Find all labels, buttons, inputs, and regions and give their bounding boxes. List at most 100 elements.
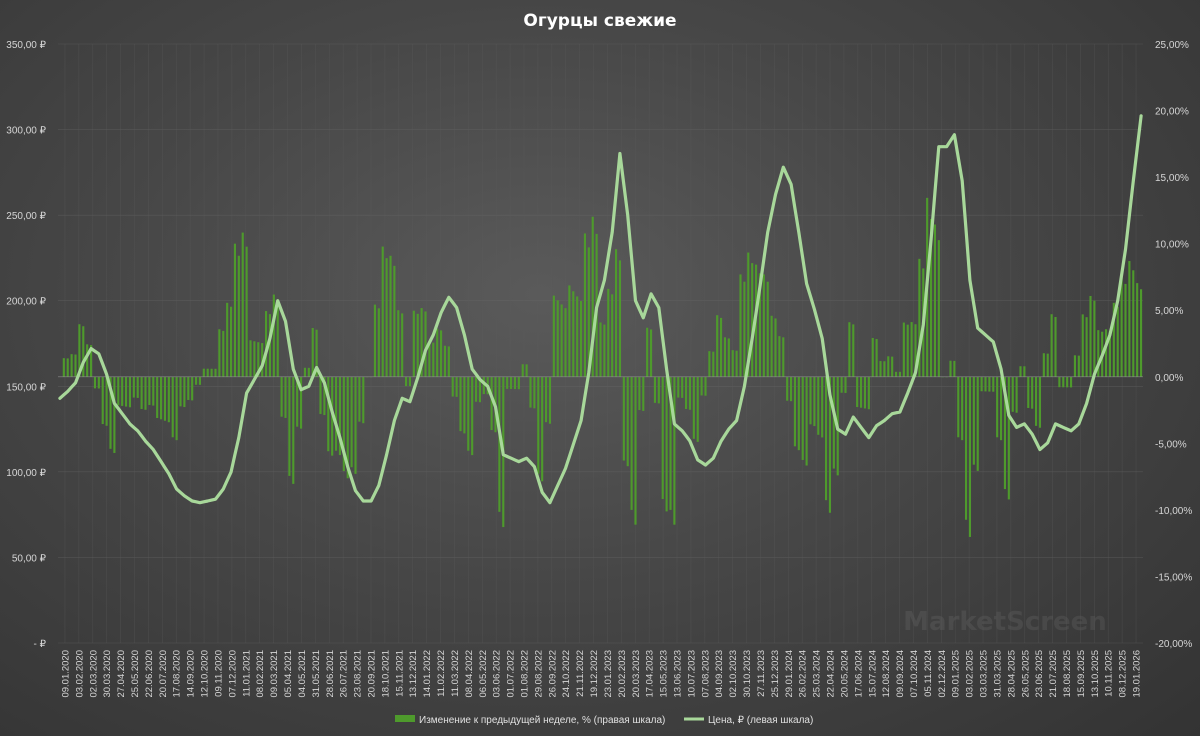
- x-tick-label: 19.01.2026: [1132, 650, 1143, 698]
- x-tick-label: 21.07.2025: [1048, 650, 1059, 698]
- bar: [89, 345, 93, 377]
- x-tick-label: 02.12.2024: [937, 650, 948, 698]
- bar: [844, 376, 847, 393]
- bar: [1003, 376, 1007, 490]
- bar: [719, 317, 723, 377]
- bar: [552, 295, 555, 377]
- bar: [712, 351, 715, 377]
- x-tick-label: 13.12.2021: [408, 650, 419, 698]
- bar: [883, 361, 886, 377]
- x-tick-label: 29.01.2024: [784, 650, 795, 698]
- left-tick-label: 200,00 ₽: [6, 297, 46, 308]
- bar: [327, 376, 330, 452]
- bar: [354, 376, 357, 474]
- x-tick-label: 13.06.2023: [673, 650, 684, 698]
- bar: [863, 376, 867, 409]
- bar: [677, 376, 680, 398]
- bar: [1069, 376, 1073, 388]
- bar: [408, 376, 412, 387]
- bar: [696, 376, 699, 442]
- legend-bar-label: Изменение к предыдущей неделе, % (правая…: [419, 715, 665, 726]
- bar: [93, 376, 97, 389]
- x-tick-label: 20.03.2023: [631, 650, 642, 698]
- bar: [299, 376, 303, 429]
- bar: [412, 310, 415, 377]
- x-tick-label: 08.04.2022: [464, 650, 475, 698]
- bar: [280, 376, 283, 417]
- bar: [1019, 366, 1022, 377]
- bar-series: [58, 197, 1143, 537]
- x-tick-label: 21.11.2022: [575, 650, 586, 697]
- bar: [603, 324, 606, 377]
- legend: Изменение к предыдущей неделе, % (правая…: [395, 715, 813, 726]
- bar: [646, 327, 649, 377]
- x-tick-label: 12.10.2020: [200, 650, 211, 698]
- bar: [949, 360, 952, 377]
- bar: [113, 376, 116, 453]
- x-tick-label: 17.08.2020: [172, 650, 183, 698]
- bar: [669, 376, 672, 510]
- bar: [1007, 376, 1010, 500]
- bar: [805, 376, 808, 466]
- x-tick-label: 31.05.2021: [311, 650, 322, 698]
- x-tick-label: 09.09.2024: [895, 650, 906, 698]
- bar: [284, 376, 287, 418]
- bar: [789, 376, 793, 402]
- bar: [1066, 376, 1069, 388]
- bar: [910, 322, 913, 377]
- bar: [459, 376, 462, 432]
- bar: [793, 376, 797, 447]
- bar: [988, 376, 991, 392]
- bar: [708, 351, 711, 377]
- bar: [478, 376, 482, 403]
- x-tick-label: 08.12.2025: [1118, 650, 1129, 698]
- bar: [657, 376, 660, 404]
- bar: [758, 273, 762, 377]
- left-tick-label: 250,00 ₽: [6, 211, 46, 222]
- x-tick-label: 23.08.2021: [353, 650, 364, 698]
- bar: [653, 376, 657, 403]
- bar: [482, 376, 485, 395]
- bar: [856, 376, 859, 408]
- bar: [420, 308, 423, 377]
- bar: [443, 345, 447, 377]
- right-tick-label: 25,00%: [1155, 40, 1189, 51]
- left-tick-label: 350,00 ₽: [6, 40, 46, 51]
- bar: [887, 356, 890, 377]
- bar: [537, 376, 540, 474]
- bar: [463, 376, 466, 434]
- bar: [206, 368, 209, 377]
- bar: [1139, 289, 1143, 377]
- x-tick-label: 18.08.2025: [1062, 650, 1073, 698]
- bar: [560, 304, 563, 377]
- bar: [999, 376, 1003, 441]
- x-tick-label: 23.01.2023: [603, 650, 614, 698]
- bar: [852, 324, 855, 377]
- bar: [183, 376, 186, 408]
- right-tick-label: 0,00%: [1155, 373, 1183, 384]
- bar: [257, 342, 260, 377]
- x-tick-label: 25.12.2023: [770, 650, 781, 698]
- bar: [381, 246, 384, 377]
- bar: [556, 300, 559, 377]
- right-tick-label: -20,00%: [1155, 639, 1192, 650]
- bar: [1054, 317, 1057, 377]
- x-tick-label: 02.03.2020: [88, 650, 99, 698]
- bar: [373, 304, 377, 377]
- bar: [187, 376, 190, 400]
- bar: [1104, 329, 1108, 377]
- x-tick-label: 30.03.2020: [102, 650, 113, 698]
- x-tick-label: 27.11.2023: [756, 650, 767, 697]
- left-axis: - ₽ 50,00 ₽ 100,00 ₽ 150,00 ₽ 200,00 ₽ 250,00…: [6, 40, 46, 650]
- bar: [821, 376, 824, 438]
- bar: [1073, 355, 1077, 377]
- bar: [70, 354, 73, 377]
- bar: [692, 376, 695, 439]
- x-tick-label: 17.04.2023: [645, 650, 656, 698]
- bar: [311, 327, 314, 377]
- bar: [832, 376, 835, 469]
- bar: [665, 376, 668, 512]
- bar: [1120, 276, 1123, 377]
- bar: [867, 376, 870, 410]
- bar: [525, 364, 528, 377]
